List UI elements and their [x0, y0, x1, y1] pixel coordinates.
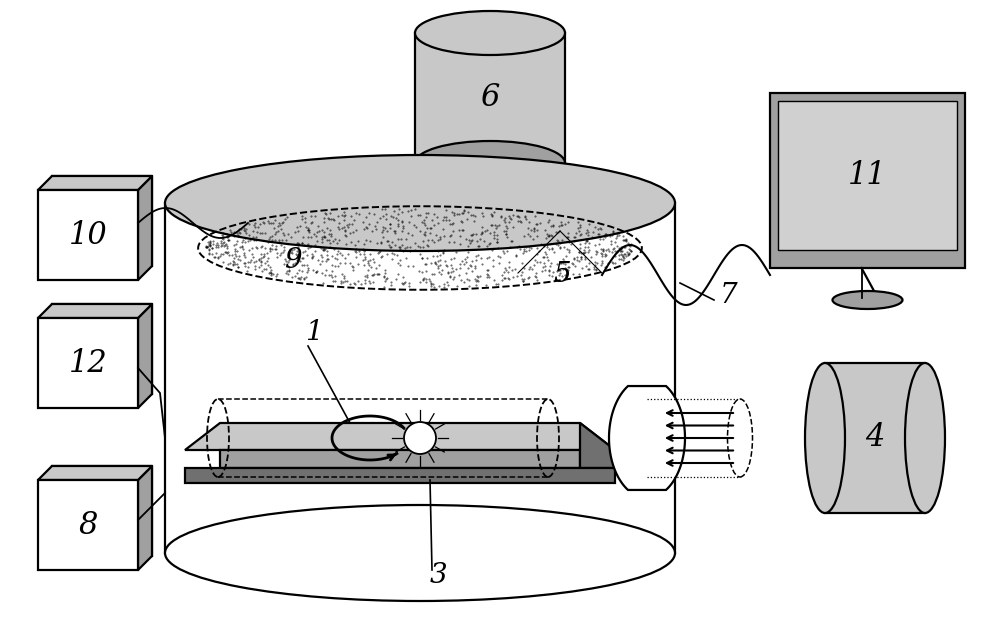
- Polygon shape: [38, 190, 138, 280]
- Polygon shape: [778, 101, 957, 250]
- Text: 1: 1: [305, 319, 323, 346]
- Polygon shape: [323, 220, 347, 286]
- Polygon shape: [185, 468, 615, 483]
- Polygon shape: [267, 220, 347, 240]
- Polygon shape: [609, 386, 685, 490]
- Text: 7: 7: [720, 282, 738, 309]
- Polygon shape: [335, 256, 363, 266]
- Polygon shape: [52, 176, 152, 266]
- Text: 10: 10: [69, 219, 107, 251]
- Polygon shape: [38, 176, 152, 190]
- Text: 11: 11: [848, 160, 887, 191]
- Polygon shape: [220, 450, 580, 468]
- Polygon shape: [415, 33, 565, 163]
- Polygon shape: [185, 423, 615, 450]
- Ellipse shape: [165, 155, 675, 251]
- Polygon shape: [580, 423, 615, 468]
- Polygon shape: [38, 466, 152, 480]
- Text: 4: 4: [865, 422, 885, 454]
- Polygon shape: [138, 176, 152, 280]
- Ellipse shape: [415, 141, 565, 185]
- Polygon shape: [518, 231, 602, 315]
- Polygon shape: [770, 93, 965, 268]
- Polygon shape: [323, 266, 357, 286]
- Text: 9: 9: [284, 246, 302, 274]
- Ellipse shape: [165, 505, 675, 601]
- Polygon shape: [38, 318, 138, 408]
- Polygon shape: [52, 304, 152, 394]
- Text: 8: 8: [78, 510, 98, 540]
- Polygon shape: [165, 203, 675, 553]
- Text: 3: 3: [430, 562, 448, 589]
- Polygon shape: [825, 363, 925, 513]
- Text: 5: 5: [553, 262, 571, 288]
- Ellipse shape: [905, 363, 945, 513]
- Polygon shape: [138, 304, 152, 408]
- Polygon shape: [38, 304, 152, 318]
- Circle shape: [404, 422, 436, 454]
- Polygon shape: [52, 466, 152, 556]
- Polygon shape: [138, 466, 152, 570]
- Ellipse shape: [832, 291, 902, 309]
- Polygon shape: [253, 240, 337, 286]
- Text: 12: 12: [69, 348, 107, 378]
- Ellipse shape: [805, 363, 845, 513]
- Text: 6: 6: [480, 82, 500, 114]
- Ellipse shape: [415, 11, 565, 55]
- Polygon shape: [38, 480, 138, 570]
